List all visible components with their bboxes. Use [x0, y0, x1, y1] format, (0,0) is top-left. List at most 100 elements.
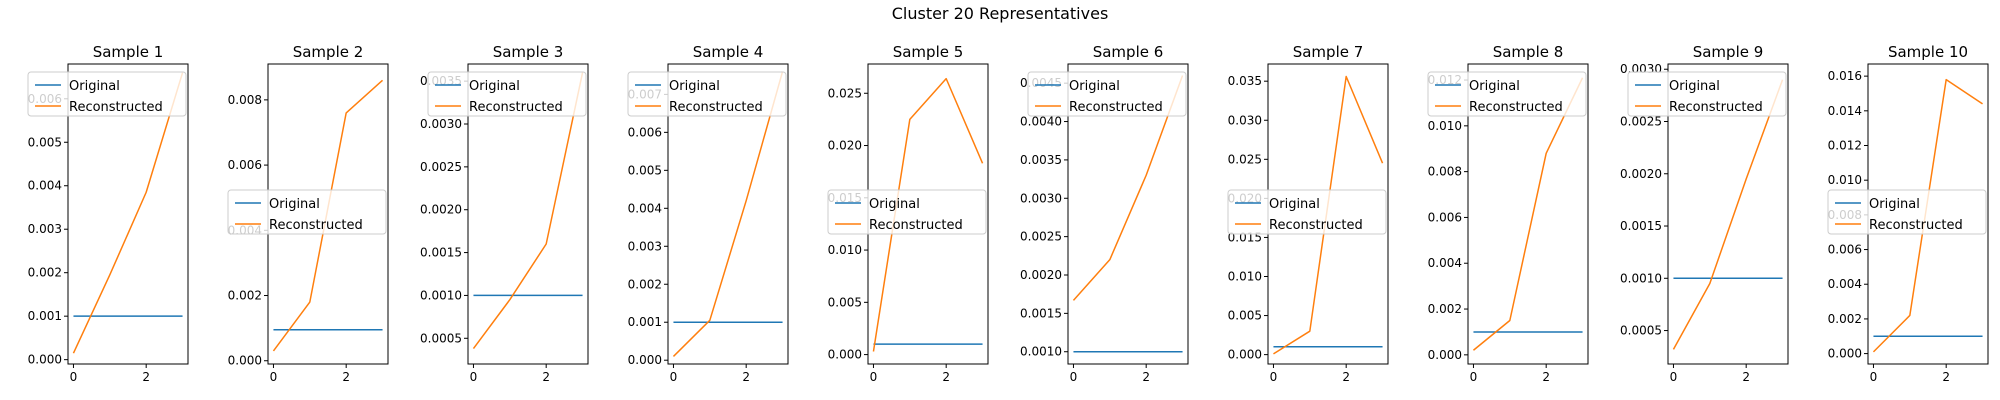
series-reconstructed-line	[672, 71, 784, 357]
y-tick-label: 0.002	[228, 289, 262, 303]
y-tick-label: 0.006	[1428, 210, 1462, 224]
y-tick-label: 0.006	[628, 125, 662, 139]
x-tick-label: 0	[1270, 370, 1278, 384]
legend-reconstructed-label: Reconstructed	[1069, 100, 1163, 115]
y-tick-label: 0.003	[628, 239, 662, 253]
subplot-9: Sample 90.00050.00100.00150.00200.00250.…	[1620, 43, 1789, 384]
y-tick-label: 0.008	[228, 93, 262, 107]
legend: Original Reconstructed	[1227, 189, 1387, 235]
subplot-title: Sample 3	[493, 43, 564, 61]
x-tick-label: 0	[1070, 370, 1078, 384]
y-tick-label: 0.000	[1828, 347, 1862, 361]
x-tick-label: 2	[1342, 370, 1350, 384]
y-tick-label: 0.000	[28, 353, 62, 367]
y-tick-label: 0.000	[1428, 348, 1462, 362]
legend-reconstructed-label: Reconstructed	[1469, 100, 1563, 115]
x-tick-label: 2	[142, 370, 150, 384]
plot-frame	[1067, 63, 1189, 365]
x-tick-label: 2	[1542, 370, 1550, 384]
legend-box	[427, 71, 587, 117]
legend-original-label: Original	[1069, 79, 1120, 94]
plot-frame	[67, 63, 189, 365]
x-tick-label: 0	[870, 370, 878, 384]
y-tick-label: 0.0040	[1020, 115, 1062, 129]
x-tick-label: 2	[1142, 370, 1150, 384]
series-reconstructed-line	[1672, 79, 1784, 350]
legend-reconstructed-label: Reconstructed	[69, 100, 163, 115]
y-tick-label: 0.003	[28, 222, 62, 236]
y-tick-label: 0.0020	[420, 203, 462, 217]
figure-title: Cluster 20 Representatives	[891, 4, 1109, 23]
legend-original-label: Original	[669, 79, 720, 94]
legend: Original Reconstructed	[1827, 189, 1987, 235]
y-tick-label: 0.005	[828, 295, 862, 309]
legend: Original Reconstructed	[27, 71, 187, 117]
legend-box	[227, 189, 387, 235]
subplot-5: Sample 50.0000.0050.0100.0150.0200.02502…	[827, 43, 989, 384]
legend-original-label: Original	[1669, 79, 1720, 94]
x-tick-label: 0	[70, 370, 78, 384]
x-tick-label: 0	[470, 370, 478, 384]
series-reconstructed-line	[872, 77, 984, 352]
x-tick-label: 2	[342, 370, 350, 384]
series-reconstructed-line	[72, 72, 184, 354]
subplot-title: Sample 2	[293, 43, 364, 61]
plot-frame	[667, 63, 789, 365]
legend: Original Reconstructed	[427, 71, 587, 117]
x-tick-label: 2	[742, 370, 750, 384]
subplot-7: Sample 70.0000.0050.0100.0150.0200.0250.…	[1227, 43, 1389, 384]
legend: Original Reconstructed	[1627, 71, 1787, 117]
subplot-title: Sample 10	[1888, 43, 1968, 61]
series-reconstructed-line	[472, 72, 584, 350]
legend-original-label: Original	[1269, 197, 1320, 212]
y-tick-label: 0.000	[828, 348, 862, 362]
series-reconstructed-line	[1472, 77, 1584, 351]
y-tick-label: 0.0030	[420, 117, 462, 131]
y-tick-label: 0.001	[28, 309, 62, 323]
legend-original-label: Original	[869, 197, 920, 212]
subplot-title: Sample 1	[93, 43, 164, 61]
legend-box	[827, 189, 987, 235]
y-tick-label: 0.010	[828, 243, 862, 257]
legend-reconstructed-label: Reconstructed	[269, 218, 363, 233]
y-tick-label: 0.005	[1228, 309, 1262, 323]
y-tick-label: 0.001	[628, 315, 662, 329]
y-tick-label: 0.002	[1828, 312, 1862, 326]
y-tick-label: 0.004	[1828, 277, 1862, 291]
legend-original-label: Original	[1869, 197, 1920, 212]
y-tick-label: 0.0030	[1020, 191, 1062, 205]
y-tick-label: 0.0005	[420, 331, 462, 345]
y-tick-label: 0.010	[1228, 270, 1262, 284]
y-tick-label: 0.004	[628, 201, 662, 215]
subplot-2: Sample 20.0000.0020.0040.0060.00802Origi…	[227, 43, 389, 384]
y-tick-label: 0.025	[1228, 152, 1262, 166]
plot-frame	[1667, 63, 1789, 365]
subplot-title: Sample 5	[893, 43, 964, 61]
y-tick-label: 0.0015	[420, 246, 462, 260]
legend-reconstructed-label: Reconstructed	[869, 218, 963, 233]
legend-box	[27, 71, 187, 117]
y-tick-label: 0.006	[228, 158, 262, 172]
y-tick-label: 0.0015	[1020, 306, 1062, 320]
legend: Original Reconstructed	[227, 189, 387, 235]
legend: Original Reconstructed	[827, 189, 987, 235]
y-tick-label: 0.0025	[1020, 230, 1062, 244]
y-tick-label: 0.010	[1828, 173, 1862, 187]
y-tick-label: 0.010	[1428, 119, 1462, 133]
subplot-title: Sample 9	[1693, 43, 1764, 61]
series-reconstructed-line	[1072, 75, 1184, 301]
y-tick-label: 0.0005	[1620, 324, 1662, 338]
subplot-title: Sample 8	[1493, 43, 1564, 61]
y-tick-label: 0.0025	[1620, 114, 1662, 128]
x-tick-label: 2	[542, 370, 550, 384]
x-tick-label: 0	[1470, 370, 1478, 384]
legend-box	[1027, 71, 1187, 117]
plot-frame	[1467, 63, 1589, 365]
legend: Original Reconstructed	[1427, 71, 1587, 117]
x-tick-label: 0	[1870, 370, 1878, 384]
legend-reconstructed-label: Reconstructed	[1669, 100, 1763, 115]
x-tick-label: 0	[670, 370, 678, 384]
y-tick-label: 0.0010	[1620, 271, 1662, 285]
y-tick-label: 0.000	[228, 354, 262, 368]
